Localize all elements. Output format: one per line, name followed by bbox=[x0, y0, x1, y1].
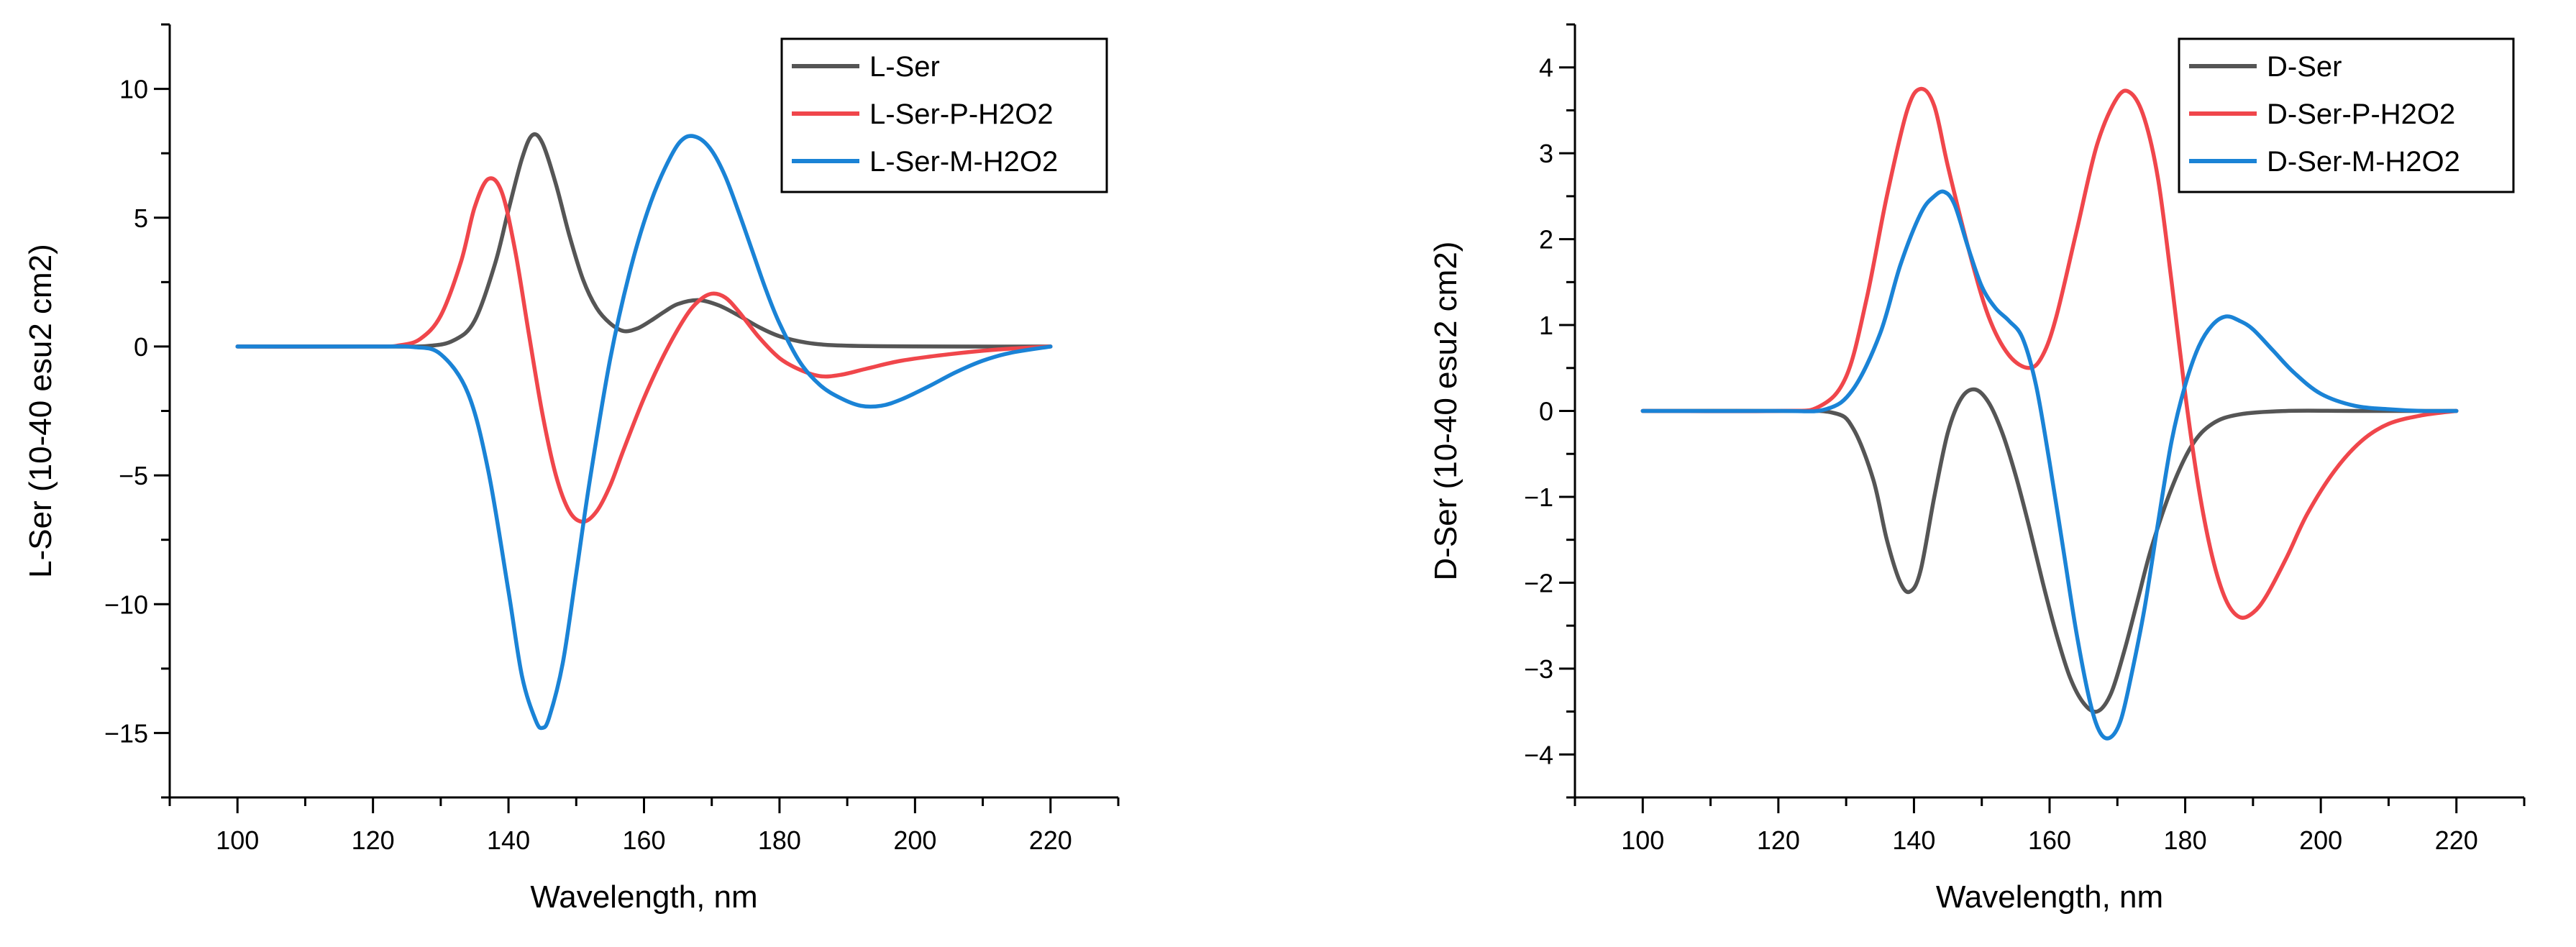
y-tick-label: 4 bbox=[1539, 53, 1553, 83]
series-line-d-ser-p-h2o2 bbox=[1640, 86, 2459, 620]
x-tick-label: 200 bbox=[2299, 825, 2342, 855]
series-line-d-ser bbox=[1640, 387, 2459, 714]
x-tick-label: 140 bbox=[1892, 825, 1935, 855]
legend-entry: D-Ser bbox=[2267, 51, 2342, 83]
series-line-l-ser bbox=[235, 132, 1053, 349]
y-tick-label: 3 bbox=[1539, 139, 1553, 168]
x-axis-label: Wavelength, nm bbox=[1936, 879, 2163, 915]
y-tick-label: 1 bbox=[1539, 311, 1553, 340]
y-tick-label: −1 bbox=[1524, 482, 1553, 512]
x-tick-label: 180 bbox=[2164, 825, 2207, 855]
series-line-d-ser-m-h2o2 bbox=[1640, 189, 2459, 741]
x-tick-label: 100 bbox=[1621, 825, 1664, 855]
y-tick-label: 10 bbox=[119, 75, 148, 104]
series-line-l-ser-m-h2o2 bbox=[235, 134, 1053, 731]
legend-entry: L-Ser-M-H2O2 bbox=[869, 146, 1058, 178]
x-tick-label: 100 bbox=[216, 825, 259, 855]
y-tick-label: 0 bbox=[134, 332, 148, 362]
x-tick-label: 160 bbox=[2028, 825, 2071, 855]
x-tick-label: 140 bbox=[487, 825, 530, 855]
y-tick-label: −3 bbox=[1524, 654, 1553, 684]
y-tick-label: −4 bbox=[1524, 740, 1553, 769]
left-chart-panel: 100 120 140 160 180 200 220 −15 −10 −5 0 5 10 Wavelen… bbox=[23, 23, 1120, 915]
x-tick-label: 120 bbox=[352, 825, 395, 855]
x-axis-label: Wavelength, nm bbox=[530, 879, 757, 915]
x-tick-label: 200 bbox=[893, 825, 936, 855]
y-tick-label: −2 bbox=[1524, 568, 1553, 598]
y-axis-label: L-Ser (10-40 esu2 cm2) bbox=[23, 244, 58, 578]
series-line-l-ser-p-h2o2 bbox=[235, 176, 1053, 524]
legend: D-Ser D-Ser-P-H2O2 D-Ser-M-H2O2 bbox=[2178, 37, 2515, 193]
right-chart-panel: 100 120 140 160 180 200 220 −4 −3 −2 −1 0 1 2 3 4 Wavele… bbox=[1428, 23, 2526, 915]
y-tick-label: −5 bbox=[119, 461, 148, 490]
y-tick-label: 5 bbox=[134, 203, 148, 233]
y-axis-label: D-Ser (10-40 esu2 cm2) bbox=[1428, 242, 1463, 581]
x-tick-label: 180 bbox=[758, 825, 801, 855]
y-tick-label: −15 bbox=[104, 718, 148, 748]
y-tick-label: 0 bbox=[1539, 397, 1553, 426]
legend-entry: L-Ser-P-H2O2 bbox=[869, 99, 1054, 130]
legend-entry: D-Ser-M-H2O2 bbox=[2267, 146, 2460, 178]
y-tick-label: 2 bbox=[1539, 225, 1553, 255]
x-tick-label: 160 bbox=[622, 825, 665, 855]
legend-entry: L-Ser bbox=[869, 51, 940, 83]
y-tick-label: −10 bbox=[104, 590, 148, 619]
legend-entry: D-Ser-P-H2O2 bbox=[2267, 99, 2455, 130]
x-tick-label: 120 bbox=[1757, 825, 1800, 855]
x-tick-label: 220 bbox=[1029, 825, 1072, 855]
x-tick-label: 220 bbox=[2435, 825, 2478, 855]
legend: L-Ser L-Ser-P-H2O2 L-Ser-M-H2O2 bbox=[780, 37, 1108, 193]
